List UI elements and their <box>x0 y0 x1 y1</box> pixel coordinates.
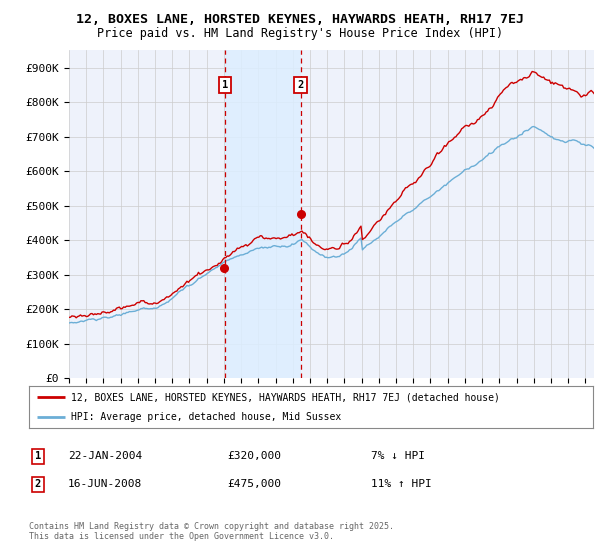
Text: HPI: Average price, detached house, Mid Sussex: HPI: Average price, detached house, Mid … <box>71 413 341 422</box>
Text: 1: 1 <box>221 80 228 90</box>
Text: 12, BOXES LANE, HORSTED KEYNES, HAYWARDS HEATH, RH17 7EJ (detached house): 12, BOXES LANE, HORSTED KEYNES, HAYWARDS… <box>71 393 500 402</box>
Text: 22-JAN-2004: 22-JAN-2004 <box>68 451 142 461</box>
Text: 7% ↓ HPI: 7% ↓ HPI <box>371 451 425 461</box>
Text: 2: 2 <box>35 479 41 489</box>
Text: 11% ↑ HPI: 11% ↑ HPI <box>371 479 431 489</box>
Text: Contains HM Land Registry data © Crown copyright and database right 2025.
This d: Contains HM Land Registry data © Crown c… <box>29 522 394 542</box>
Text: Price paid vs. HM Land Registry's House Price Index (HPI): Price paid vs. HM Land Registry's House … <box>97 27 503 40</box>
Text: 12, BOXES LANE, HORSTED KEYNES, HAYWARDS HEATH, RH17 7EJ: 12, BOXES LANE, HORSTED KEYNES, HAYWARDS… <box>76 13 524 26</box>
Text: 1: 1 <box>35 451 41 461</box>
Text: 2: 2 <box>298 80 304 90</box>
Text: £475,000: £475,000 <box>227 479 281 489</box>
Text: 16-JUN-2008: 16-JUN-2008 <box>68 479 142 489</box>
Bar <box>225 50 301 378</box>
Text: £320,000: £320,000 <box>227 451 281 461</box>
